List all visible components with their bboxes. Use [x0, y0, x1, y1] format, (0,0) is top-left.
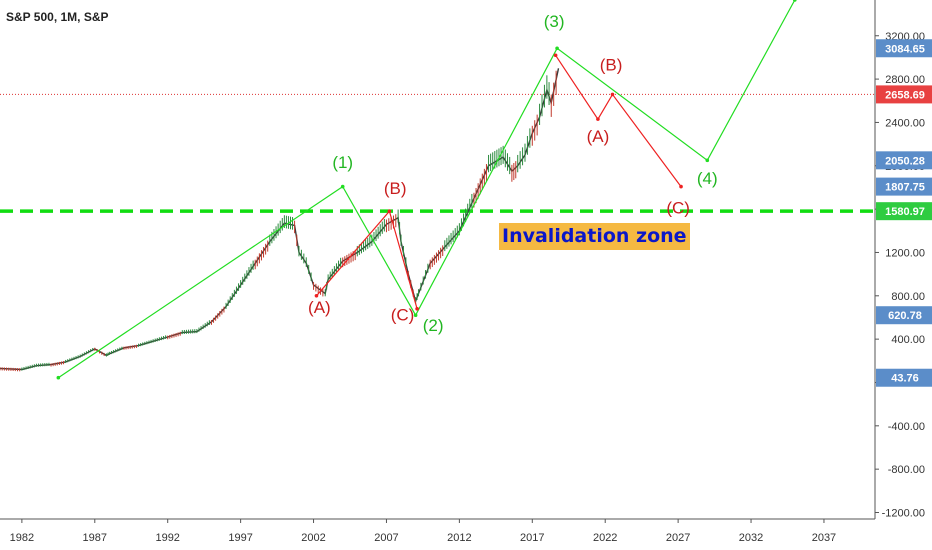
price-badge — [876, 202, 932, 221]
green-wave-point — [56, 375, 61, 380]
red-wave-point — [553, 53, 558, 58]
red-wave-point — [596, 117, 600, 121]
green-wave-point — [792, 0, 797, 2]
price-badge-label: 2658.69 — [885, 89, 925, 101]
price-badge — [876, 306, 932, 325]
x-tick-label: 2012 — [447, 532, 471, 544]
red-wave-point — [610, 92, 615, 97]
price-badge-label: 1580.97 — [885, 206, 925, 218]
y-tick-label: 1200.00 — [885, 247, 925, 259]
price-badge-label: 1807.75 — [885, 182, 925, 194]
green-wave-point — [413, 313, 418, 318]
x-tick-label: 1982 — [10, 532, 34, 544]
x-tick-label: 1992 — [155, 532, 179, 544]
green-wave-line-0 — [57, 0, 796, 379]
x-tick-label: 2037 — [812, 532, 836, 544]
y-tick-label: 2400.00 — [885, 117, 925, 129]
red-wave-point — [679, 184, 683, 189]
red-wave-point — [387, 209, 392, 213]
y-tick-label: 2800.00 — [885, 74, 925, 86]
price-badge — [876, 39, 932, 58]
wave-label: (B) — [600, 55, 623, 74]
chart-title: S&P 500, 1M, S&P — [6, 10, 109, 24]
x-tick-label: 2002 — [301, 532, 325, 544]
x-tick-label: 2022 — [593, 532, 617, 544]
price-series-line — [0, 68, 560, 371]
x-tick-label: 1997 — [228, 532, 252, 544]
price-badge-label: 2050.28 — [885, 155, 925, 167]
y-tick-label: 400.00 — [891, 334, 925, 346]
x-tick-label: 2017 — [520, 532, 544, 544]
x-tick-label: 2027 — [666, 532, 690, 544]
x-tick-label: 1987 — [83, 532, 107, 544]
wave-label: (A) — [308, 298, 331, 317]
y-tick-label: -1200.00 — [882, 507, 925, 519]
price-badge — [876, 177, 932, 196]
red-wave-line-1 — [316, 209, 418, 309]
wave-label: (4) — [697, 169, 718, 188]
y-tick-label: 800.00 — [891, 291, 925, 303]
invalidation-zone-label: Invalidation zone — [499, 223, 690, 250]
wave-label: (3) — [544, 12, 565, 31]
green-wave-point — [555, 46, 559, 51]
red-wave-point — [314, 293, 319, 298]
red-wave-point — [415, 306, 419, 311]
green-wave-point — [705, 158, 710, 163]
price-badge-label: 43.76 — [891, 373, 919, 385]
x-tick-label: 2007 — [374, 532, 398, 544]
wave-label: (2) — [423, 316, 444, 335]
price-badge-label: 3084.65 — [885, 43, 925, 55]
red-wave-line-2 — [555, 54, 682, 187]
wave-label: (C) — [391, 306, 415, 325]
wave-label: (C) — [666, 198, 690, 217]
price-badge — [876, 368, 932, 387]
wave-label: (B) — [384, 179, 407, 198]
y-tick-label: -400.00 — [888, 421, 925, 433]
green-wave-point — [340, 184, 345, 189]
wave-label: (A) — [587, 127, 610, 146]
y-tick-label: -800.00 — [888, 464, 925, 476]
x-tick-label: 2032 — [739, 532, 763, 544]
price-badge-label: 620.78 — [888, 310, 922, 322]
price-badge — [876, 151, 932, 170]
wave-label: (1) — [332, 153, 353, 172]
price-badge — [876, 85, 932, 104]
